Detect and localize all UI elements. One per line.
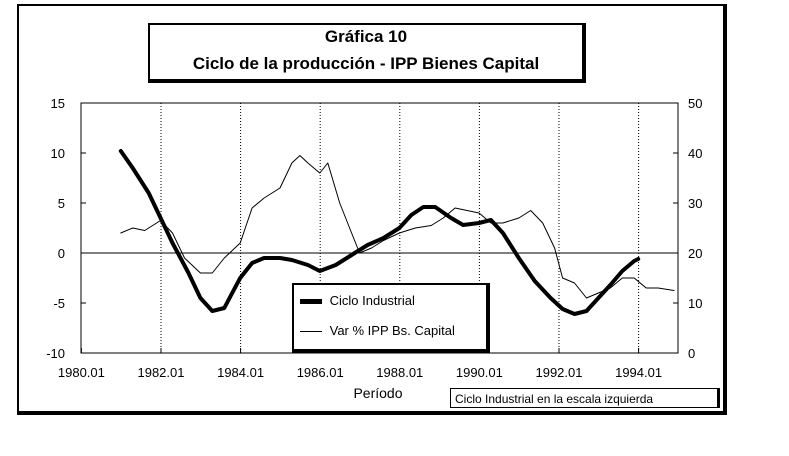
y-left-tick-label: 10 [51,146,65,161]
y-left-tick-label: -5 [53,296,65,311]
series-line-1 [120,155,675,299]
axes [80,102,679,354]
y-right-tick-label: 10 [688,296,702,311]
legend-swatch-thin [300,331,322,333]
legend-label: Ciclo Industrial [329,293,415,308]
legend: Ciclo Industrial Var % IPP Bs. Capital [292,283,490,353]
x-tick-label: 1994.01 [615,365,662,380]
x-tick-label: 1990.01 [456,365,503,380]
x-tick-label: 1984.01 [217,365,264,380]
x-tick-label: 1988.01 [376,365,423,380]
x-tick-label: 1992.01 [535,365,582,380]
legend-swatch-thick [300,299,322,305]
y-right-tick-label: 50 [688,96,702,111]
x-tick-label: 1986.01 [297,365,344,380]
y-right-tick-label: 30 [688,196,702,211]
legend-item-ipp: Var % IPP Bs. Capital [300,323,455,339]
chart-title: Gráfica 10 [324,27,408,46]
y-left-tick-label: -10 [46,346,65,361]
title-box: Gráfica 10 Ciclo de la producción - IPP … [148,23,586,83]
y-right-tick-label: 0 [688,346,695,361]
y-left-tick-label: 15 [51,96,65,111]
x-tick-label: 1980.01 [58,365,105,380]
x-axis-label: Período [353,385,402,401]
y-left-tick-label: 5 [58,196,65,211]
legend-item-ciclo-industrial: Ciclo Industrial [300,293,415,309]
chart-subtitle: Ciclo de la producción - IPP Bienes Capi… [192,54,540,73]
y-right-tick-label: 20 [688,246,702,261]
legend-label: Var % IPP Bs. Capital [329,323,455,338]
series-line-0 [118,149,641,316]
series-lines [118,149,675,316]
scale-note: Ciclo Industrial en la escala izquierda [450,388,720,408]
x-tick-label: 1982.01 [137,365,184,380]
chart-frame [17,4,727,415]
y-right-tick-label: 40 [688,146,702,161]
plot-border [80,102,679,354]
y-left-tick-label: 0 [58,246,65,261]
